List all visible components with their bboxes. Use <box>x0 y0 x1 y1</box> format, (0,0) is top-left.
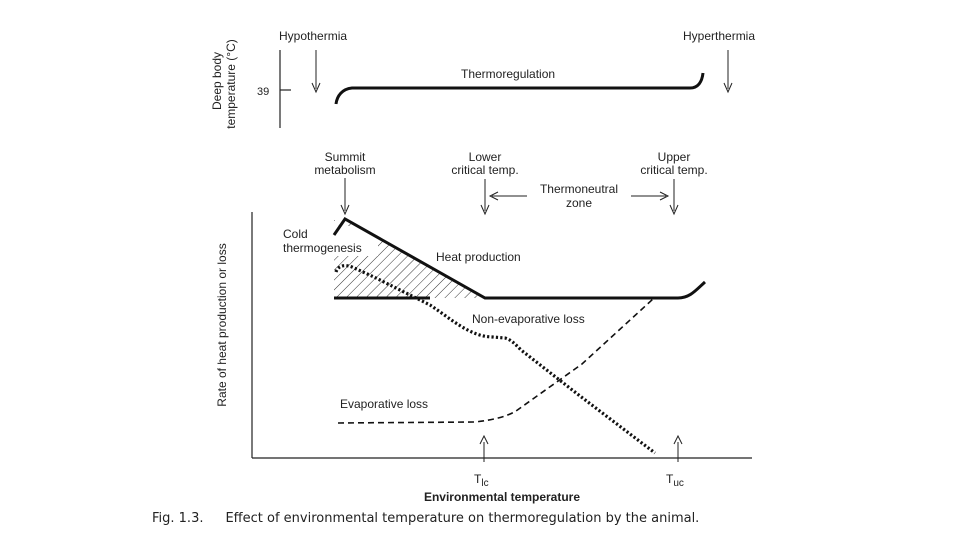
hypothermia-arrow-head <box>311 82 321 94</box>
lower-critical-temp-line1: Lower <box>469 150 502 164</box>
non-evaporative-loss-label: Non-evaporative loss <box>472 312 585 326</box>
heat-production-curve <box>332 217 706 300</box>
tlc-sub: lc <box>481 478 488 489</box>
evaporative-loss-curve <box>337 298 654 424</box>
thermoneutral-zone-line2: zone <box>566 196 592 210</box>
heat-production-label: Heat production <box>436 250 521 264</box>
summit-arrow-head <box>340 204 350 216</box>
tlc-main: T <box>474 472 482 486</box>
zone-arrow-left-head <box>488 191 499 201</box>
thermoregulation-label: Thermoregulation <box>461 67 555 81</box>
tuc-main: T <box>666 472 674 486</box>
upper-critical-temp-line1: Upper <box>658 150 691 164</box>
hyperthermia-label: Hyperthermia <box>683 29 755 43</box>
cold-thermogenesis-line2: thermogenesis <box>283 241 362 255</box>
tuc-sub: uc <box>673 478 684 489</box>
tuc-label: Tuc <box>666 472 684 489</box>
hypothermia-label: Hypothermia <box>279 29 347 43</box>
zone-arrow-right-head <box>659 191 670 201</box>
tlc-label: Tlc <box>474 472 489 489</box>
tlc-arrow-head <box>479 434 489 445</box>
deep-body-temp-label-line2: temperature (°C) <box>224 39 238 129</box>
evaporative-loss-label: Evaporative loss <box>340 397 428 411</box>
non-evaporative-label-backdrop <box>470 311 608 326</box>
cold-label-backdrop <box>282 226 378 256</box>
figure-number: Fig. 1.3. <box>152 511 204 526</box>
summit-metabolism-line1: Summit <box>325 150 366 164</box>
figure-caption: Fig. 1.3. Effect of environmental tempera… <box>152 511 699 526</box>
lower-critical-arrow-head <box>480 204 490 216</box>
cold-thermogenesis-line1: Cold <box>283 227 308 241</box>
rate-axis-label: Rate of heat production or loss <box>215 243 229 406</box>
tick-label-39: 39 <box>257 86 269 98</box>
thermoregulation-curve <box>334 72 705 105</box>
summit-metabolism-line2: metabolism <box>314 163 375 177</box>
figure-caption-text: Effect of environmental temperature on t… <box>225 511 700 526</box>
hyperthermia-arrow-head <box>723 82 733 94</box>
thermoneutral-zone-line1: Thermoneutral <box>540 182 618 196</box>
deep-body-temp-label-line1: Deep body <box>210 52 224 110</box>
environmental-temperature-label: Environmental temperature <box>424 490 580 504</box>
upper-critical-arrow-head <box>669 204 679 216</box>
non-evaporative-loss-curve <box>334 264 656 455</box>
lower-critical-temp-line2: critical temp. <box>451 163 518 177</box>
upper-critical-temp-line2: critical temp. <box>640 163 707 177</box>
main-panel: Rate of heat production or loss Summit m… <box>215 150 752 504</box>
tuc-arrow-head <box>673 434 683 445</box>
top-panel: Deep body temperature (°C) 39 Hypothermi… <box>210 29 755 129</box>
